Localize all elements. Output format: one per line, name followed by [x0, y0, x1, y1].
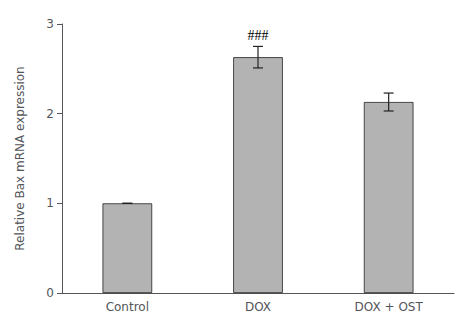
svg-text:Relative Bax mRNA expression: Relative Bax mRNA expression: [13, 66, 27, 250]
svg-text:DOX: DOX: [245, 300, 271, 314]
svg-text:DOX + OST: DOX + OST: [355, 300, 424, 314]
svg-text:3: 3: [46, 17, 54, 31]
svg-text:###: ###: [248, 28, 269, 43]
svg-text:2: 2: [46, 107, 54, 121]
svg-text:0: 0: [46, 286, 54, 300]
svg-text:Control: Control: [106, 300, 149, 314]
svg-text:1: 1: [46, 196, 54, 210]
